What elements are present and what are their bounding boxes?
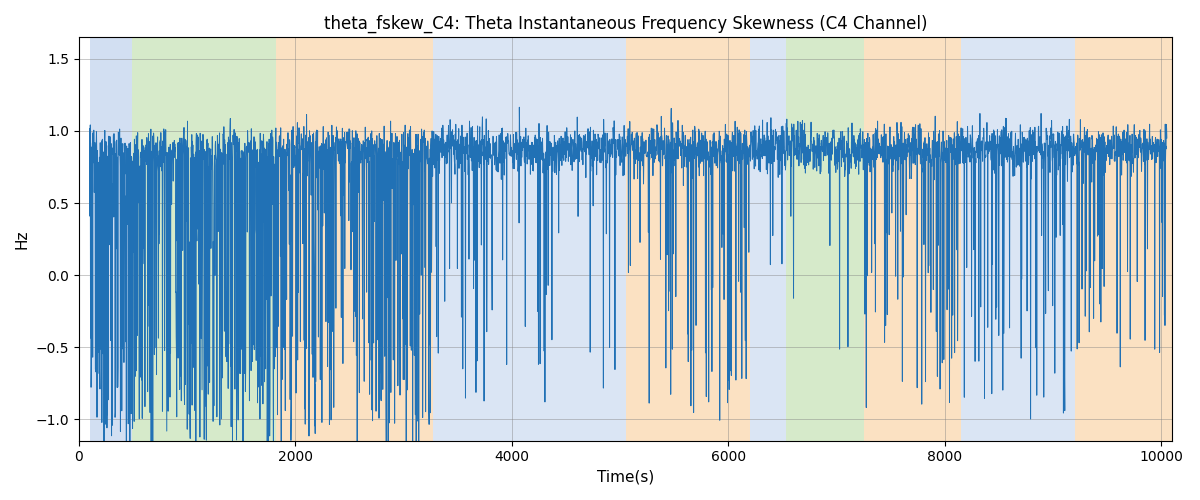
Bar — [1075, 38, 1172, 440]
Bar — [786, 38, 864, 440]
Bar — [625, 38, 750, 440]
Bar — [276, 38, 433, 440]
Bar — [961, 38, 1075, 440]
Y-axis label: Hz: Hz — [14, 230, 30, 249]
Bar — [433, 38, 625, 440]
X-axis label: Time(s): Time(s) — [596, 470, 654, 485]
Bar — [132, 38, 276, 440]
Bar — [90, 38, 132, 440]
Bar — [750, 38, 786, 440]
Title: theta_fskew_C4: Theta Instantaneous Frequency Skewness (C4 Channel): theta_fskew_C4: Theta Instantaneous Freq… — [324, 15, 928, 34]
Bar — [864, 38, 961, 440]
